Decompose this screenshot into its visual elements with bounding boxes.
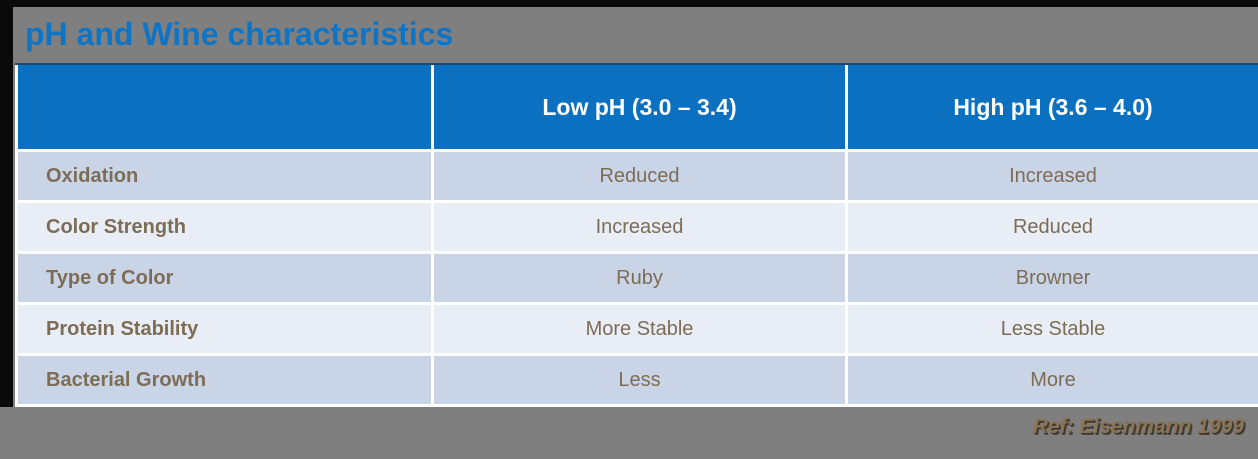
cell-color-strength-high: Reduced bbox=[848, 203, 1258, 251]
reference-citation: Ref: Eisenmann 1999 bbox=[1032, 415, 1244, 438]
frame-left-border bbox=[0, 0, 13, 407]
table-grid: Low pH (3.0 – 3.4) High pH (3.6 – 4.0) O… bbox=[18, 65, 1258, 404]
cell-oxidation-low: Reduced bbox=[434, 152, 845, 200]
frame-top-border bbox=[0, 0, 1258, 7]
header-cell-empty bbox=[18, 65, 431, 149]
cell-color-strength-low: Increased bbox=[434, 203, 845, 251]
row-label-oxidation: Oxidation bbox=[18, 152, 431, 200]
ph-characteristics-table: Low pH (3.0 – 3.4) High pH (3.6 – 4.0) O… bbox=[15, 63, 1258, 407]
cell-oxidation-high: Increased bbox=[848, 152, 1258, 200]
header-cell-low-ph: Low pH (3.0 – 3.4) bbox=[434, 65, 845, 149]
cell-type-of-color-low: Ruby bbox=[434, 254, 845, 302]
row-label-color-strength: Color Strength bbox=[18, 203, 431, 251]
header-cell-high-ph: High pH (3.6 – 4.0) bbox=[848, 65, 1258, 149]
cell-type-of-color-high: Browner bbox=[848, 254, 1258, 302]
cell-protein-stability-low: More Stable bbox=[434, 305, 845, 353]
cell-protein-stability-high: Less Stable bbox=[848, 305, 1258, 353]
row-label-protein-stability: Protein Stability bbox=[18, 305, 431, 353]
slide-title: pH and Wine characteristics bbox=[25, 16, 454, 52]
cell-bacterial-growth-high: More bbox=[848, 356, 1258, 404]
cell-bacterial-growth-low: Less bbox=[434, 356, 845, 404]
row-label-bacterial-growth: Bacterial Growth bbox=[18, 356, 431, 404]
row-label-type-of-color: Type of Color bbox=[18, 254, 431, 302]
